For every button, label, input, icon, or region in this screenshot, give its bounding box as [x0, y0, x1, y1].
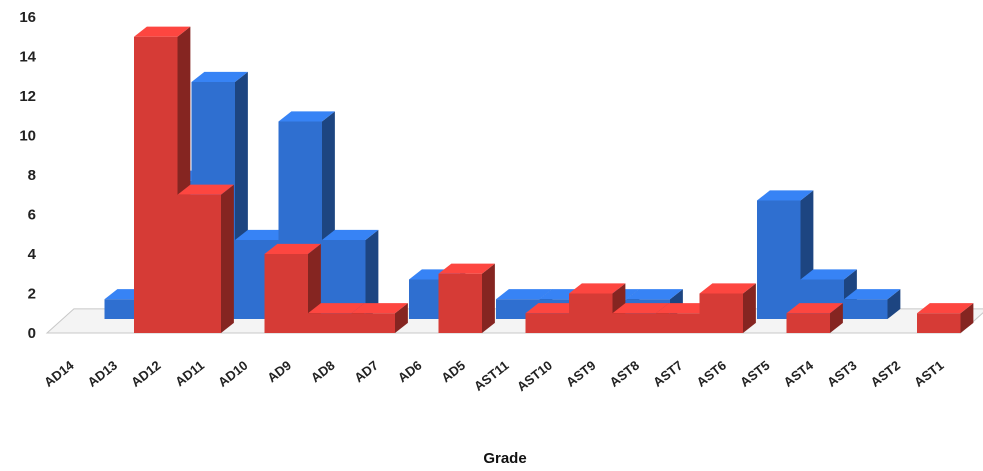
x-tick-label: AD9	[264, 358, 294, 386]
red-bar-ad11	[177, 184, 234, 333]
x-axis-categories: AD14 AD13 AD12 AD11 AD10 AD9 AD8 AD7 AD6 AD5 AST11…	[41, 357, 946, 394]
red-bar-ast4	[786, 303, 843, 333]
x-tick-label: AST3	[824, 358, 859, 390]
x-tick-label: AST8	[607, 358, 642, 390]
x-tick-label: AST1	[911, 358, 946, 390]
x-axis-title: Grade	[483, 450, 526, 467]
x-tick-label: AD6	[395, 358, 425, 386]
x-tick-label: AD12	[128, 358, 163, 390]
x-tick-label: AD5	[438, 358, 468, 386]
x-tick-label: AD13	[85, 358, 120, 390]
y-tick-label: 14	[19, 49, 36, 66]
x-tick-label: AST2	[868, 358, 903, 390]
y-tick-label: 2	[28, 286, 36, 303]
blue-bar-ast3	[844, 289, 901, 319]
red-bar-ad12	[134, 26, 191, 333]
y-tick-label: 12	[19, 88, 36, 105]
x-tick-label: AD8	[308, 358, 338, 386]
y-tick-label: 8	[28, 167, 36, 184]
y-tick-label: 16	[19, 9, 36, 26]
red-bar-ad9	[264, 243, 321, 333]
x-tick-label: AST6	[694, 358, 729, 390]
y-tick-label: 10	[19, 128, 36, 145]
y-axis: 0 2 4 6 8 10 12 14 16	[19, 9, 36, 342]
red-bar-ast6	[699, 283, 756, 333]
y-tick-label: 4	[28, 246, 37, 263]
x-tick-label: AST5	[737, 358, 772, 390]
red-bar-ast1	[917, 303, 974, 333]
y-tick-label: 0	[28, 325, 36, 342]
y-tick-label: 6	[28, 207, 36, 224]
red-bar-ad5	[438, 263, 495, 333]
x-tick-label: AST7	[650, 358, 685, 390]
red-bar-ad7	[351, 303, 408, 333]
x-tick-label: AD10	[215, 358, 250, 390]
x-tick-label: AD11	[172, 358, 207, 390]
x-tick-label: AD14	[41, 357, 77, 390]
x-tick-label: AST9	[563, 358, 598, 390]
x-tick-label: AST4	[781, 357, 817, 390]
x-tick-label: AD7	[351, 358, 381, 386]
x-tick-label: AST11	[471, 358, 512, 394]
x-tick-label: AST10	[514, 358, 555, 395]
series-front	[134, 26, 974, 333]
